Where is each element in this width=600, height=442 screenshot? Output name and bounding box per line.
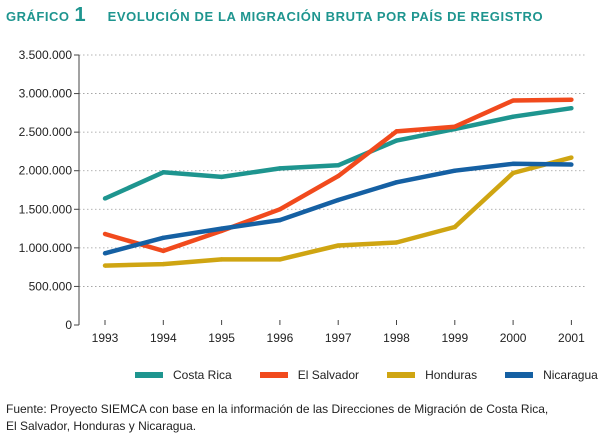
chart-heading: GRÁFICO 1 EVOLUCIÓN DE LA MIGRACIÓN BRUT… xyxy=(6,4,543,27)
data-point-nicaragua xyxy=(102,251,108,256)
data-point-honduras xyxy=(569,155,574,160)
y-tick-label: 2.000.000 xyxy=(19,164,73,178)
legend-label-costa-rica: Costa Rica xyxy=(173,368,232,382)
x-tick-label: 1997 xyxy=(325,331,352,345)
y-tick-label: 1.500.000 xyxy=(19,202,73,216)
legend-swatch-el-salvador xyxy=(259,372,288,378)
data-point-costa-rica xyxy=(277,166,283,171)
x-tick-label: 1994 xyxy=(150,331,177,345)
figure-number: 1 xyxy=(74,4,86,26)
data-point-nicaragua xyxy=(510,161,516,166)
legend-label-honduras: Honduras xyxy=(425,368,478,382)
y-tick-label: 500.000 xyxy=(29,279,73,293)
y-tick-label: 3.500.000 xyxy=(19,48,73,62)
data-point-el-salvador xyxy=(510,98,516,103)
data-point-honduras xyxy=(452,224,457,230)
figure-label: GRÁFICO xyxy=(6,9,70,24)
legend-swatch-honduras xyxy=(387,372,416,378)
data-point-costa-rica xyxy=(336,163,341,168)
x-tick-label: 2000 xyxy=(500,331,527,345)
legend-label-el-salvador: El Salvador xyxy=(297,368,360,382)
data-point-nicaragua xyxy=(219,226,224,231)
data-point-el-salvador xyxy=(161,248,166,254)
data-point-costa-rica xyxy=(569,106,574,111)
data-point-honduras xyxy=(336,243,341,248)
data-point-nicaragua xyxy=(277,217,283,223)
data-point-nicaragua xyxy=(336,197,341,203)
data-point-el-salvador xyxy=(394,129,399,134)
y-tick-label: 1.000.000 xyxy=(19,241,73,255)
source-line-1: Fuente: Proyecto SIEMCA con base en la i… xyxy=(6,402,549,416)
data-point-nicaragua xyxy=(161,235,166,241)
data-point-honduras xyxy=(510,170,516,176)
data-point-honduras xyxy=(219,257,224,262)
legend-swatch-costa-rica xyxy=(135,372,163,378)
x-tick-label: 1993 xyxy=(92,331,119,345)
legend: Costa Rica El Salvador Honduras Nicaragu… xyxy=(135,368,598,382)
data-point-honduras xyxy=(161,261,166,267)
data-point-costa-rica xyxy=(161,170,166,175)
x-tick-label: 1996 xyxy=(267,331,294,345)
data-point-honduras xyxy=(277,257,283,262)
chart-title: EVOLUCIÓN DE LA MIGRACIÓN BRUTA POR PAÍS… xyxy=(107,9,544,24)
data-point-el-salvador xyxy=(452,124,457,129)
legend-item-nicaragua: Nicaragua xyxy=(505,368,598,382)
data-point-el-salvador xyxy=(336,173,341,179)
x-tick-label: 1998 xyxy=(383,331,410,345)
data-point-el-salvador xyxy=(102,231,108,237)
x-tick-label: 2001 xyxy=(558,331,585,345)
legend-item-el-salvador: El Salvador xyxy=(259,368,360,382)
source-line-2: El Salvador, Honduras y Nicaragua. xyxy=(6,419,197,433)
x-tick-label: 1999 xyxy=(441,331,468,345)
legend-item-honduras: Honduras xyxy=(387,368,477,382)
data-point-honduras xyxy=(394,240,399,245)
legend-swatch-nicaragua xyxy=(505,372,534,378)
data-point-costa-rica xyxy=(102,196,108,201)
y-tick-label: 3.000.000 xyxy=(19,87,73,101)
x-tick-label: 1995 xyxy=(208,331,235,345)
legend-item-costa-rica: Costa Rica xyxy=(135,368,232,382)
data-point-nicaragua xyxy=(452,168,457,173)
data-point-costa-rica xyxy=(219,174,224,180)
data-point-honduras xyxy=(102,263,108,268)
data-point-nicaragua xyxy=(569,162,574,167)
y-tick-label: 2.500.000 xyxy=(19,125,73,139)
line-chart: 0 500.000 1.000.000 1.500.000 2.000.000 2.500… xyxy=(19,48,585,345)
data-point-costa-rica xyxy=(394,138,399,143)
source-note: Fuente: Proyecto SIEMCA con base en la i… xyxy=(6,401,596,435)
data-point-el-salvador xyxy=(569,97,574,102)
data-point-el-salvador xyxy=(277,207,283,212)
legend-label-nicaragua: Nicaragua xyxy=(543,368,598,382)
data-point-nicaragua xyxy=(394,180,399,185)
data-point-costa-rica xyxy=(510,114,516,119)
y-tick-label: 0 xyxy=(65,318,72,332)
